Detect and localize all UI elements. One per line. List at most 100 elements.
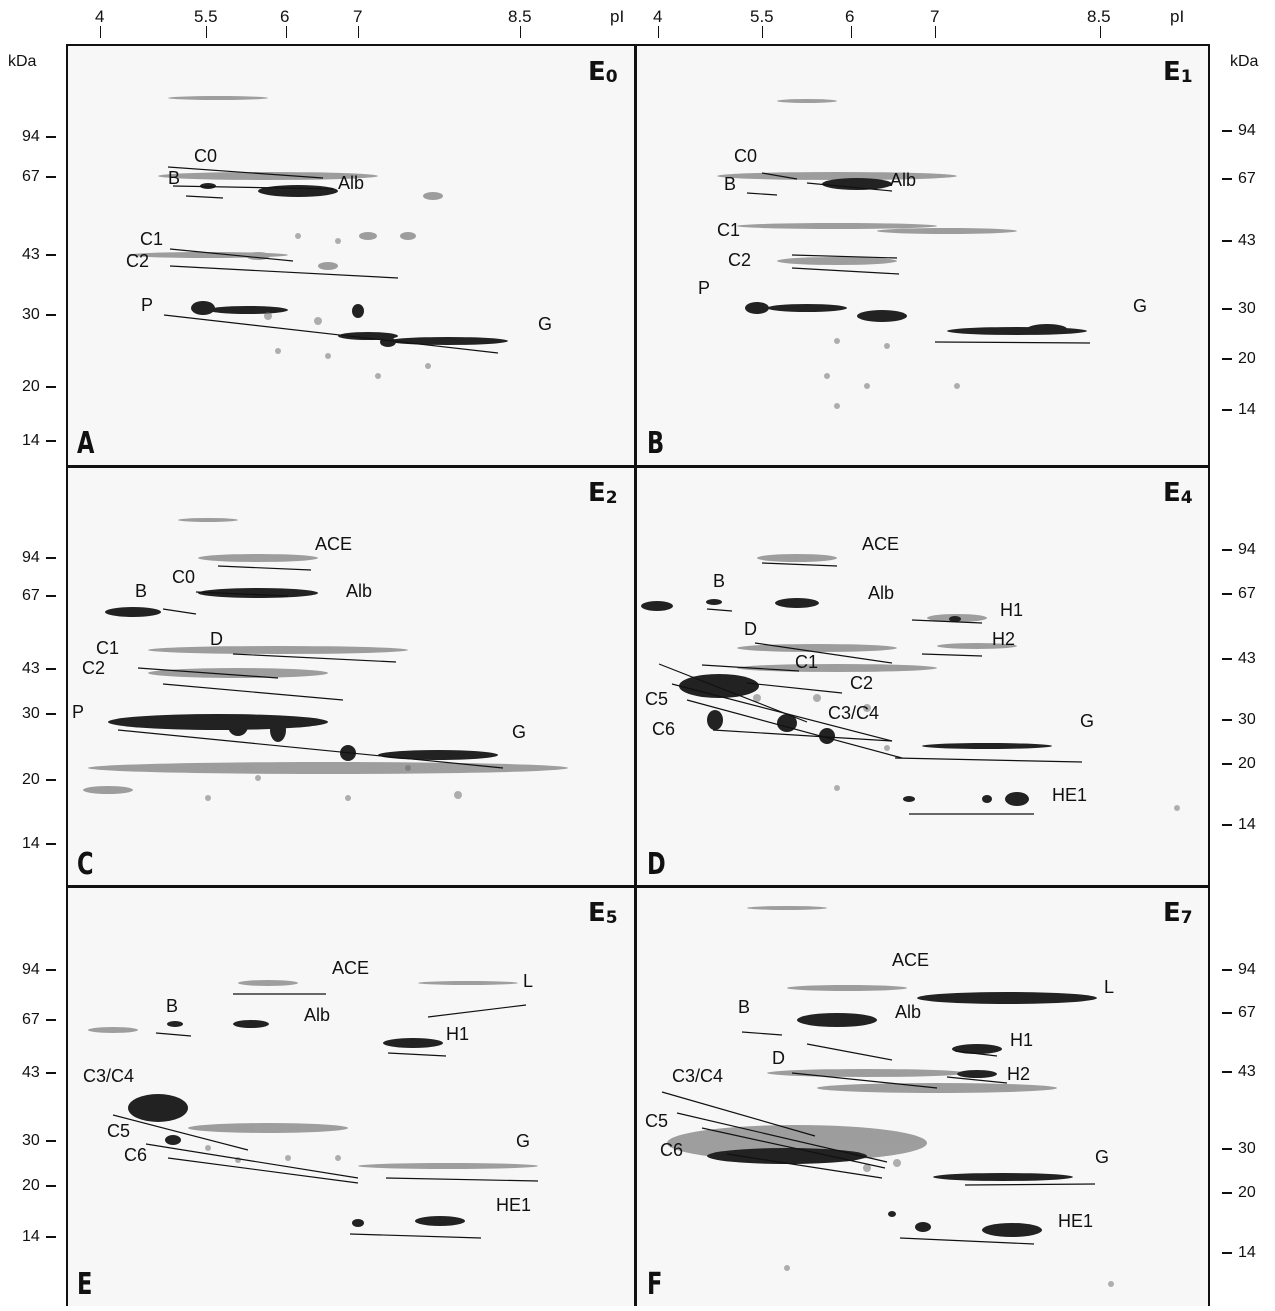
mw-tick-label: 30	[1238, 300, 1256, 317]
panel-d-label-c3c4: C3/C4	[828, 703, 880, 723]
panel-e-gel	[68, 888, 634, 1306]
panel-f-stage: E7	[1163, 898, 1193, 928]
horizontal-divider-1	[66, 465, 1210, 468]
mw-tick-label: 43	[1238, 232, 1256, 249]
ph-tick-left-6: 6	[280, 7, 290, 26]
ph-tick-right-6: 6	[845, 7, 855, 26]
panel-e-label-c5: C5	[107, 1121, 131, 1141]
ph-label-left: pI	[610, 7, 625, 26]
ph-tick-right-8.5: 8.5	[1087, 7, 1111, 26]
mw-tick-label: 20	[1238, 350, 1256, 367]
mw-tick-label: 30	[1238, 1140, 1256, 1157]
panel-c-label-b: B	[135, 581, 148, 601]
mw-tick-label: 43	[1238, 1063, 1256, 1080]
panel-f-label-b: B	[738, 997, 751, 1017]
panel-a-label-c1: C1	[140, 229, 164, 249]
panel-d-label-b: B	[713, 571, 726, 591]
panel-f-label-h1: H1	[1010, 1030, 1034, 1050]
panel-b-label-p: P	[698, 278, 711, 298]
panel-d-label-he1: HE1	[1052, 785, 1088, 805]
ph-tick-left-4: 4	[95, 7, 105, 26]
mw-tick-label: 14	[1238, 1244, 1256, 1261]
stage-number: 2	[605, 488, 618, 508]
panel-a-label-g: G	[538, 314, 553, 334]
stage-number: 1	[1180, 67, 1193, 87]
panel-c-label-c2: C2	[82, 658, 106, 678]
panel-c-stage: E2	[588, 478, 618, 508]
panel-d-label-c1: C1	[795, 652, 819, 672]
panel-b-label-g: G	[1133, 296, 1148, 316]
panel-a-label-b: B	[168, 168, 181, 188]
stage-letter: E	[1163, 478, 1181, 508]
panel-d-label-ace: ACE	[862, 534, 900, 554]
panel-f-gel	[637, 888, 1208, 1306]
mw-tick-label: 30	[22, 705, 40, 722]
panel-f-label-c3c4: C3/C4	[672, 1066, 724, 1086]
panel-f-label-l: L	[1104, 977, 1115, 997]
panel-d-label-h2: H2	[992, 629, 1016, 649]
kda-label-left: kDa	[8, 53, 37, 70]
ph-tick-left-7: 7	[353, 7, 363, 26]
ph-label-right: pI	[1170, 7, 1185, 26]
panel-f-label-alb: Alb	[895, 1002, 922, 1022]
panel-e-label-alb: Alb	[304, 1005, 331, 1025]
panel-b-label-c0: C0	[734, 146, 758, 166]
mw-tick-label: 20	[22, 378, 40, 395]
mw-tick-label: 94	[1238, 541, 1256, 558]
mw-tick-label: 67	[1238, 1004, 1256, 1021]
mw-tick-label: 67	[1238, 585, 1256, 602]
panel-f-label-c5: C5	[645, 1111, 669, 1131]
panel-d-label-alb: Alb	[868, 583, 895, 603]
horizontal-divider-2	[66, 885, 1210, 888]
panel-d-label-g: G	[1080, 711, 1095, 731]
ph-tick-right-7: 7	[930, 7, 940, 26]
panel-e-label-c6: C6	[124, 1145, 148, 1165]
mw-tick-label: 14	[1238, 816, 1256, 833]
stage-number: 4	[1180, 488, 1193, 508]
panel-b-gel	[637, 46, 1208, 465]
panel-a-gel	[68, 46, 634, 465]
panel-f-label-g: G	[1095, 1147, 1110, 1167]
panel-letter-d: D	[647, 847, 666, 882]
mw-tick-label: 94	[22, 961, 40, 978]
panel-d-gel	[637, 468, 1208, 885]
mw-tick-label: 30	[22, 306, 40, 323]
panel-letter-b: B	[647, 426, 665, 461]
panel-e-stage: E5	[588, 898, 618, 928]
panel-c-label-g: G	[512, 722, 527, 742]
mw-tick-label: 20	[1238, 755, 1256, 772]
stage-letter: E	[588, 57, 606, 87]
mw-tick-label: 67	[22, 168, 40, 185]
ph-tick-right-4: 4	[653, 7, 663, 26]
mw-tick-label: 20	[22, 771, 40, 788]
stage-letter: E	[588, 478, 606, 508]
panel-b-label-c1: C1	[717, 220, 741, 240]
mw-tick-label: 67	[22, 1011, 40, 1028]
vertical-divider	[634, 44, 637, 1306]
panel-e-label-l: L	[523, 971, 534, 991]
mw-tick-label: 43	[22, 246, 40, 263]
panel-c-label-p: P	[72, 702, 85, 722]
panel-d-stage: E4	[1163, 478, 1193, 508]
ph-tick-left-5.5: 5.5	[194, 7, 218, 26]
mw-tick-label: 30	[1238, 711, 1256, 728]
panel-c-gel	[68, 468, 634, 885]
panel-e-label-h1: H1	[446, 1024, 470, 1044]
panel-e-label-ace: ACE	[332, 958, 370, 978]
panel-e-label-b: B	[166, 996, 179, 1016]
panel-a-label-p: P	[141, 295, 154, 315]
panel-c-label-c1: C1	[96, 638, 120, 658]
ph-tick-left-8.5: 8.5	[508, 7, 532, 26]
mw-tick-label: 14	[22, 1228, 40, 1245]
mw-tick-label: 20	[1238, 1184, 1256, 1201]
mw-tick-label: 14	[22, 835, 40, 852]
panel-a-label-alb: Alb	[338, 173, 365, 193]
mw-tick-label: 67	[22, 587, 40, 604]
kda-label-right: kDa	[1230, 53, 1259, 70]
stage-letter: E	[588, 898, 606, 928]
panel-letter-a: A	[77, 426, 95, 461]
mw-tick-label: 43	[22, 660, 40, 677]
panel-e-label-c3c4: C3/C4	[83, 1066, 135, 1086]
panel-f-label-ace: ACE	[892, 950, 930, 970]
panel-d-label-h1: H1	[1000, 600, 1024, 620]
